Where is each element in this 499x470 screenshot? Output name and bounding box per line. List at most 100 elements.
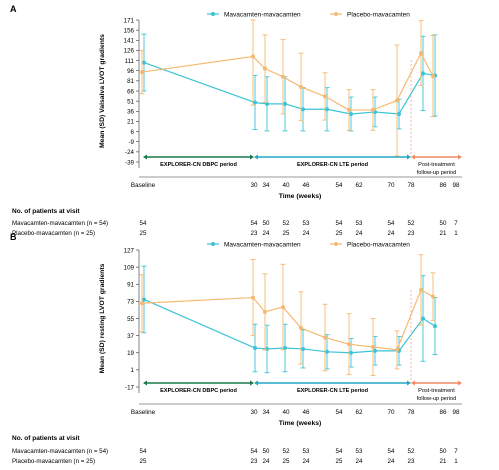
data-point xyxy=(419,287,423,292)
y-tick-label: -24 xyxy=(125,149,135,156)
x-tick-label: 30 xyxy=(250,182,258,189)
x-tick-label: 34 xyxy=(262,409,270,416)
x-tick-label: 54 xyxy=(335,409,343,416)
data-point xyxy=(301,107,305,112)
y-tick-label: 109 xyxy=(124,264,135,271)
legend-marker xyxy=(211,242,215,246)
patients-title: No. of patients at visit xyxy=(12,208,80,215)
x-tick-label: Baseline xyxy=(131,409,156,416)
y-tick-label: 36 xyxy=(127,109,134,116)
x-tick-label: 62 xyxy=(355,182,363,189)
patients-count: 1 xyxy=(454,230,458,237)
series-line xyxy=(141,289,434,351)
data-point xyxy=(323,335,327,340)
y-tick-label: 1 xyxy=(131,367,135,374)
patients-count: 54 xyxy=(140,220,147,227)
patients-count: 54 xyxy=(336,448,343,455)
period-label: EXPLORER-CN DBPC period xyxy=(160,388,237,394)
data-point xyxy=(263,309,267,314)
data-point xyxy=(371,345,375,350)
patients-count: 25 xyxy=(140,230,147,237)
patients-count: 25 xyxy=(336,230,343,237)
x-axis-label: Time (weeks) xyxy=(279,193,322,200)
patients-count: 25 xyxy=(283,230,290,237)
legend-entry: Mavacamten-mavacamten xyxy=(224,242,301,249)
x-tick-label: 54 xyxy=(335,182,343,189)
patients-count: 52 xyxy=(408,448,415,455)
patients-count: 54 xyxy=(251,220,258,227)
patients-count: 23 xyxy=(251,230,258,237)
y-tick-label: 156 xyxy=(124,27,135,34)
period-label: EXPLORER-CN DBPC period xyxy=(160,162,237,168)
data-point xyxy=(283,345,287,350)
series-line xyxy=(141,51,434,111)
x-tick-label: 34 xyxy=(262,182,270,189)
data-point xyxy=(325,349,329,354)
patients-count: 23 xyxy=(408,230,415,237)
data-point xyxy=(395,347,399,352)
x-tick-label: 78 xyxy=(407,409,415,416)
patients-count: 52 xyxy=(283,220,290,227)
y-tick-label: 126 xyxy=(124,48,135,55)
period-label: follow-up period xyxy=(417,396,457,402)
x-tick-label: 40 xyxy=(282,182,290,189)
patients-row-label: Placebo-mavacamten (n = 25) xyxy=(12,230,95,237)
data-point xyxy=(349,350,353,355)
data-point xyxy=(140,70,144,75)
data-point xyxy=(371,107,375,112)
period-arrowhead xyxy=(254,154,258,160)
data-point xyxy=(142,60,146,65)
patients-count: 54 xyxy=(251,448,258,455)
data-point xyxy=(281,74,285,79)
data-point xyxy=(431,294,435,299)
legend-entry: Mavacamten-mavacamten xyxy=(224,12,301,19)
patients-count: 53 xyxy=(356,448,363,455)
y-tick-label: 21 xyxy=(127,119,134,126)
series-line xyxy=(143,62,436,115)
y-tick-label: 66 xyxy=(127,88,134,95)
legend-entry: Placebo-mavacamten xyxy=(347,242,410,249)
x-tick-label: 70 xyxy=(387,409,395,416)
data-point xyxy=(283,101,287,106)
patients-row-label: Mavacamten-mavacamten (n = 54) xyxy=(12,220,108,227)
period-arrowhead xyxy=(407,154,411,160)
period-arrowhead xyxy=(458,154,462,160)
series-line xyxy=(143,298,436,354)
y-tick-label: 37 xyxy=(127,333,134,340)
y-tick-label: 6 xyxy=(131,129,135,136)
patients-count: 21 xyxy=(440,458,447,465)
data-point xyxy=(421,316,425,321)
patients-count: 21 xyxy=(440,230,447,237)
y-tick-label: 19 xyxy=(127,350,134,357)
data-point xyxy=(323,94,327,99)
period-label: Post-treatment xyxy=(418,162,455,168)
data-point xyxy=(299,326,303,331)
period-label: Post-treatment xyxy=(418,388,455,394)
patients-row-label: Mavacamten-mavacamten (n = 54) xyxy=(12,448,108,455)
y-tick-label: 141 xyxy=(124,38,135,45)
x-axis-label: Time (weeks) xyxy=(279,420,322,427)
data-point xyxy=(347,107,351,112)
patients-count: 53 xyxy=(303,220,310,227)
data-point xyxy=(421,71,425,76)
x-tick-label: 98 xyxy=(452,182,460,189)
x-tick-label: 78 xyxy=(407,182,415,189)
period-label: follow-up period xyxy=(417,170,457,176)
legend-marker xyxy=(334,12,338,16)
y-axis-label: Mean (SD) Valsalva LVOT gradients xyxy=(99,34,106,148)
patients-count: 52 xyxy=(408,220,415,227)
patients-count: 53 xyxy=(356,220,363,227)
patients-count: 54 xyxy=(336,220,343,227)
y-axis-label: Mean (SD) resting LVOT gradients xyxy=(99,263,106,373)
x-tick-label: 46 xyxy=(302,409,310,416)
panel-label: A xyxy=(10,4,17,14)
patients-count: 23 xyxy=(251,458,258,465)
y-tick-label: 111 xyxy=(125,58,135,65)
data-point xyxy=(140,301,144,306)
data-point xyxy=(325,107,329,112)
patients-count: 7 xyxy=(454,448,458,455)
data-point xyxy=(397,111,401,116)
y-tick-label: -39 xyxy=(125,159,135,166)
patients-count: 24 xyxy=(356,458,363,465)
